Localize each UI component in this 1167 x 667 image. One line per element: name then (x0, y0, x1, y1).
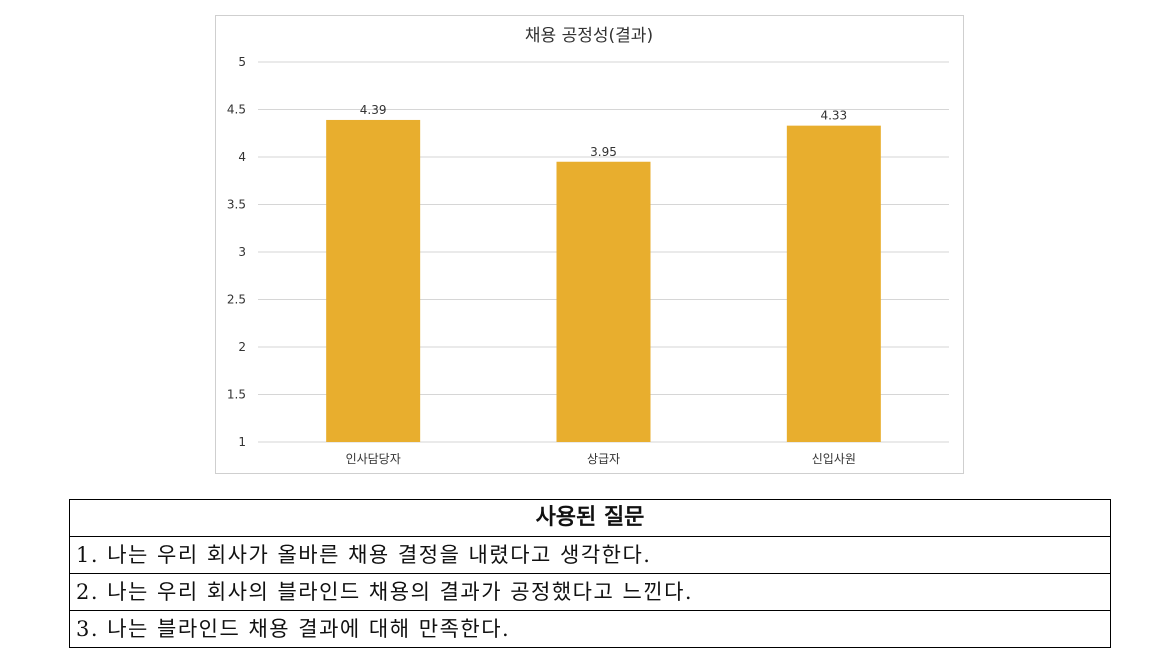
data-label: 4.39 (360, 103, 387, 117)
data-label: 4.33 (820, 109, 847, 123)
x-category-label: 상급자 (587, 452, 620, 466)
chart-container: 채용 공정성(결과) 1 1.5 2 2.5 3 3.5 4 4.5 5 4.39 3.95 4.3… (215, 15, 964, 474)
bar-chart: 채용 공정성(결과) 11.522.533.544.55 4.393.954.3… (227, 26, 949, 466)
question-item: 1. 나는 우리 회사가 올바른 채용 결정을 내렸다고 생각한다. (69, 536, 1111, 574)
questions-header: 사용된 질문 (69, 499, 1111, 537)
y-tick-label: 3.5 (227, 198, 246, 212)
question-item: 2. 나는 우리 회사의 블라인드 채용의 결과가 공정했다고 느낀다. (69, 573, 1111, 611)
y-tick-label: 4 (238, 150, 246, 164)
questions-header-row: 사용된 질문 (69, 499, 1111, 537)
x-category-label: 인사담당자 (346, 452, 401, 466)
questions-table: 사용된 질문 1. 나는 우리 회사가 올바른 채용 결정을 내렸다고 생각한다… (69, 499, 1111, 648)
data-labels: 4.39 3.95 4.33 (360, 103, 847, 159)
bar (786, 125, 881, 443)
y-tick-label: 2 (238, 340, 246, 354)
y-tick-label: 5 (238, 55, 246, 69)
x-category-label: 신입사원 (812, 452, 856, 466)
bar (556, 161, 651, 442)
y-tick-label: 4.5 (227, 103, 246, 117)
y-tick-label: 1 (238, 435, 246, 449)
data-label: 3.95 (590, 145, 617, 159)
bar (326, 119, 421, 442)
question-item: 3. 나는 블라인드 채용 결과에 대해 만족한다. (69, 610, 1111, 648)
question-row: 1. 나는 우리 회사가 올바른 채용 결정을 내렸다고 생각한다. (69, 536, 1111, 574)
y-axis-ticks: 1 1.5 2 2.5 3 3.5 4 4.5 5 (227, 55, 246, 449)
bars (326, 119, 881, 443)
question-row: 3. 나는 블라인드 채용 결과에 대해 만족한다. (69, 610, 1111, 648)
y-tick-label: 3 (238, 245, 246, 259)
y-tick-label: 2.5 (227, 293, 246, 307)
chart-title: 채용 공정성(결과) (525, 26, 653, 46)
y-tick-label: 1.5 (227, 388, 246, 402)
x-axis-categories: 인사담당자 상급자 신입사원 (346, 452, 856, 466)
question-row: 2. 나는 우리 회사의 블라인드 채용의 결과가 공정했다고 느낀다. (69, 573, 1111, 611)
